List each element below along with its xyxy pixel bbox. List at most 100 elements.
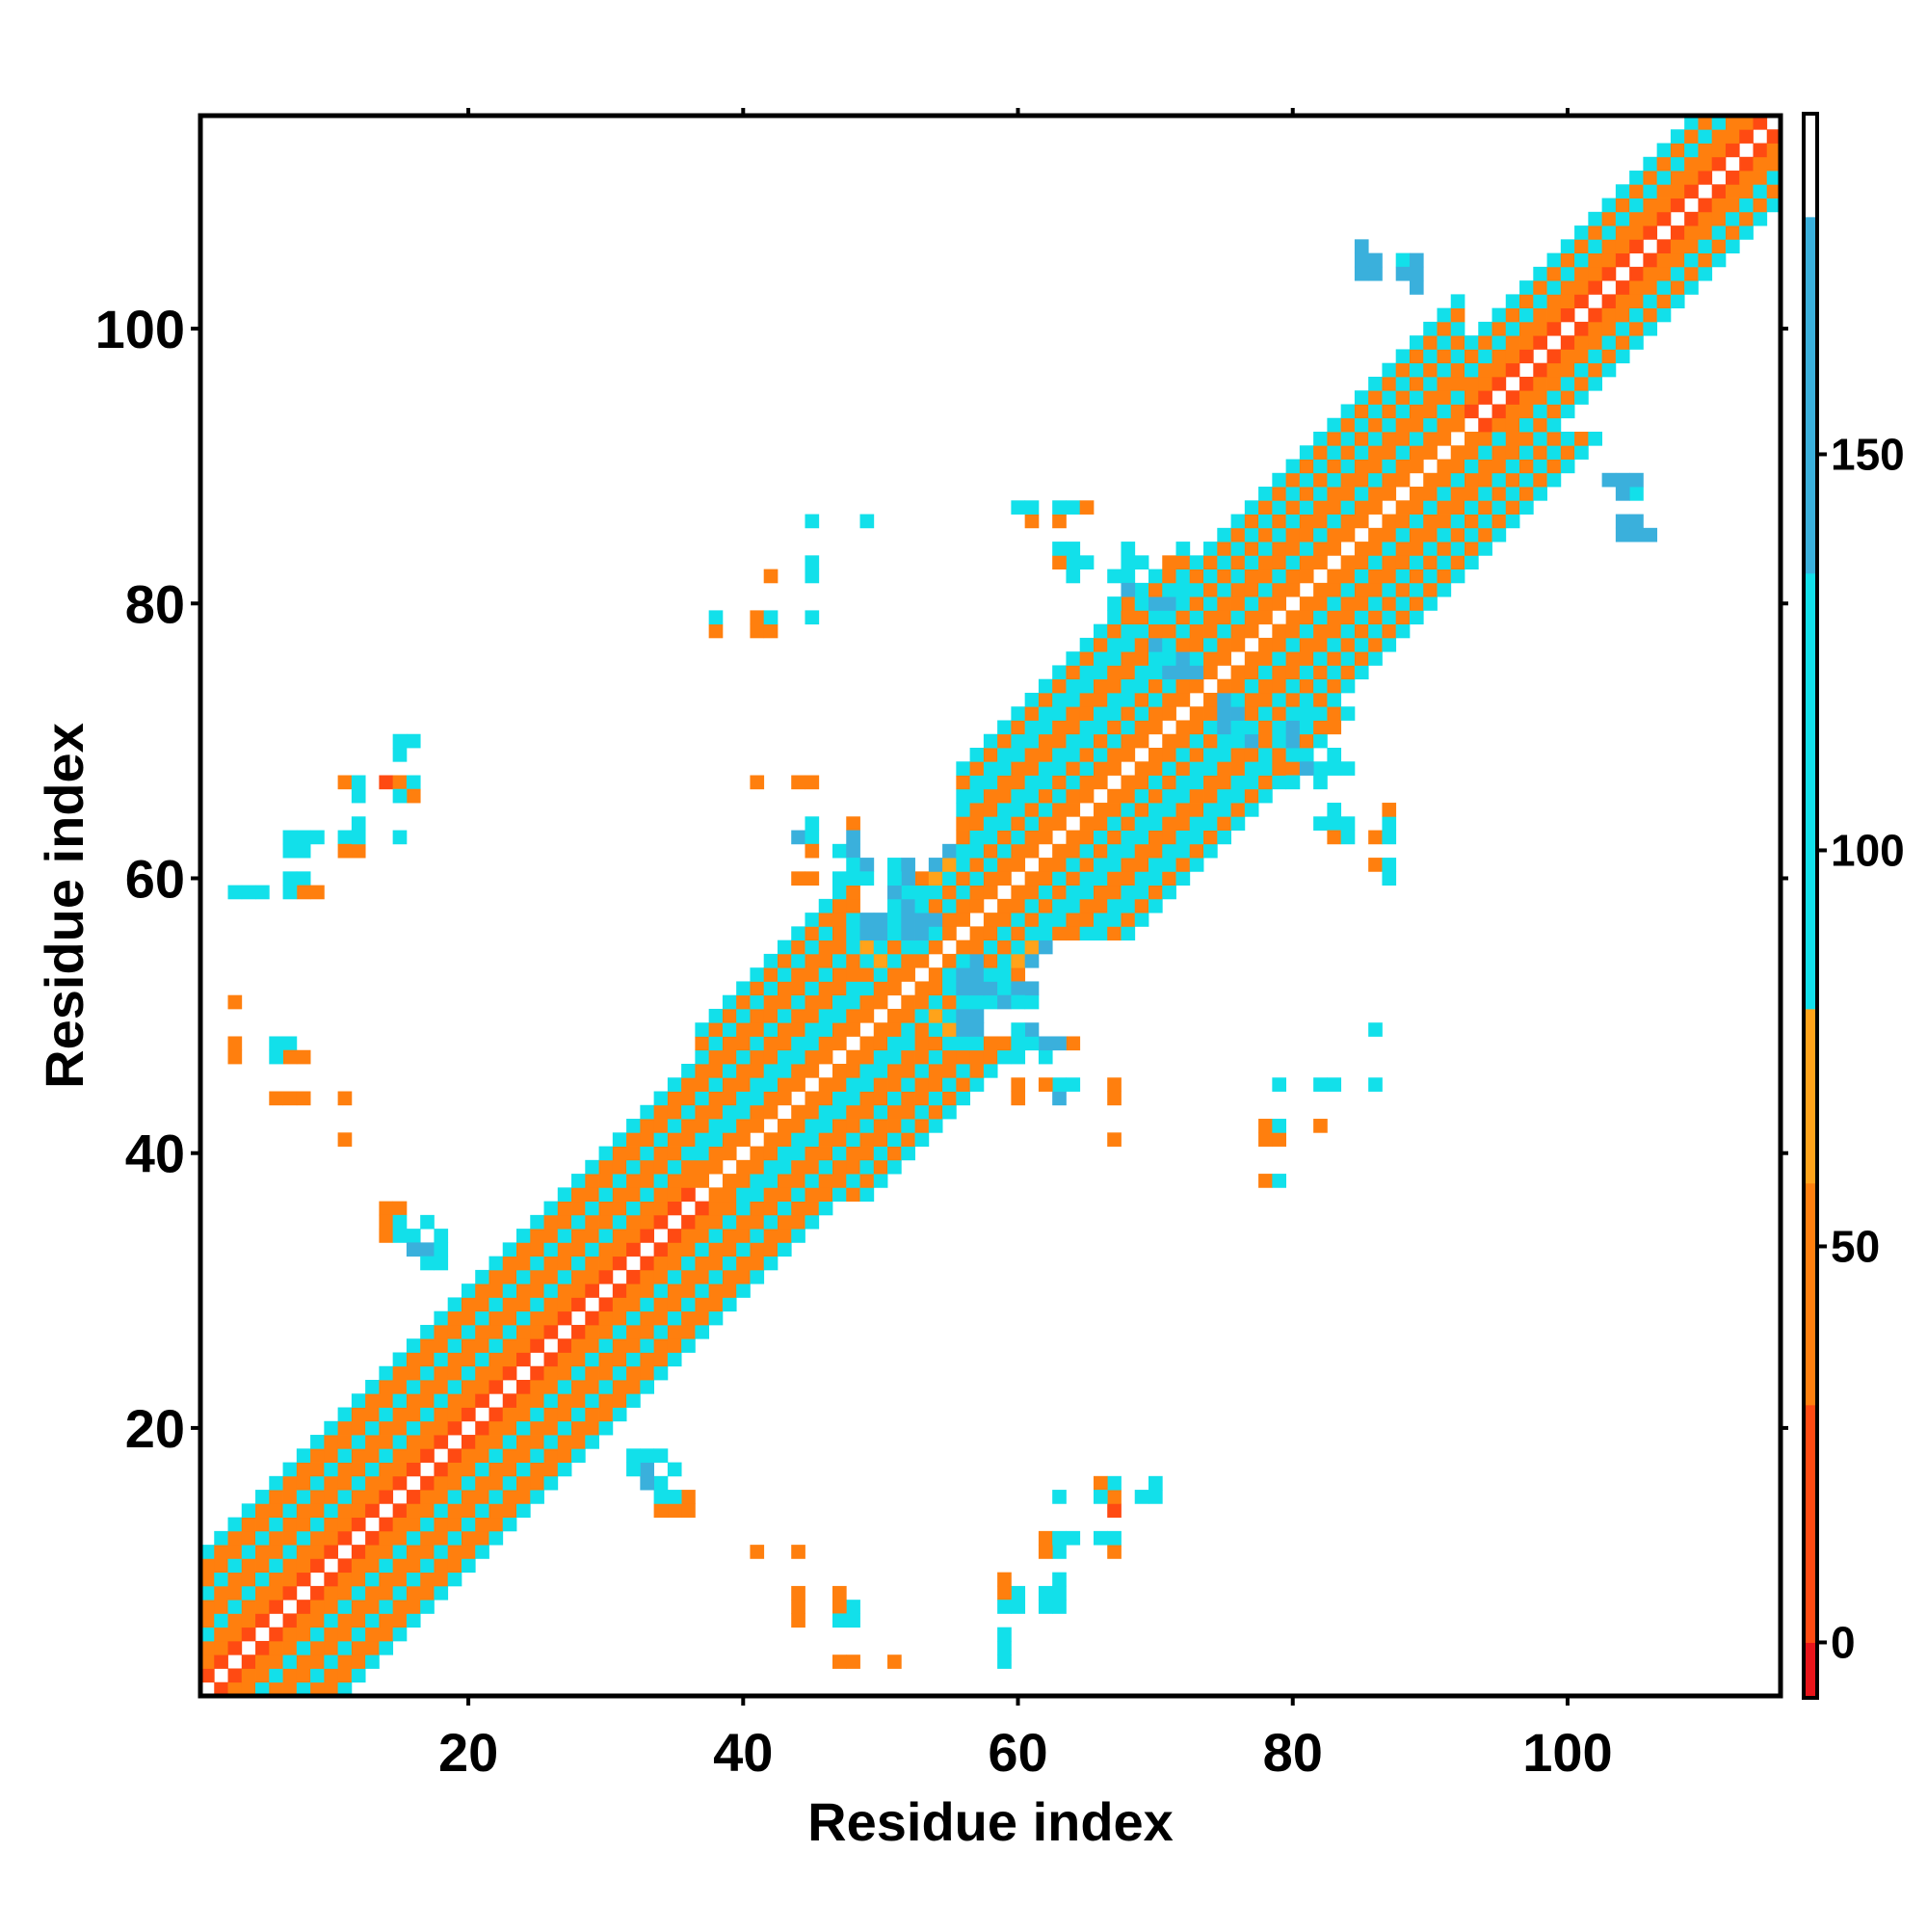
contact-cell	[873, 1159, 888, 1175]
contact-cell	[1121, 898, 1136, 913]
contact-cell	[1465, 542, 1479, 556]
contact-cell	[914, 994, 930, 1010]
contact-cell	[1478, 500, 1492, 515]
contact-cell	[296, 1627, 311, 1642]
contact-cell	[997, 1585, 1012, 1601]
contact-cell	[571, 1187, 586, 1203]
contact-cell	[488, 1269, 504, 1284]
contact-cell	[1285, 459, 1301, 474]
contact-cell	[983, 953, 998, 968]
contact-cell	[475, 1530, 489, 1546]
contact-cell	[1601, 211, 1617, 226]
contact-cell	[502, 1256, 517, 1271]
contact-cell	[612, 1338, 627, 1353]
contact-cell	[695, 1269, 710, 1284]
contact-cell	[571, 1284, 586, 1298]
contact-cell	[296, 1681, 311, 1697]
contact-cell	[1395, 555, 1411, 570]
contact-cell	[434, 1530, 449, 1546]
contact-cell	[901, 1146, 915, 1161]
contact-cell	[1423, 445, 1438, 460]
contact-cell	[805, 830, 820, 845]
contact-cell	[269, 1681, 283, 1697]
contact-cell	[653, 1324, 669, 1339]
contact-cell	[736, 1174, 751, 1188]
contact-cell	[282, 830, 298, 845]
contact-cell	[1574, 294, 1589, 309]
contact-cell	[269, 1091, 283, 1106]
contact-cell	[1615, 280, 1630, 295]
contact-cell	[1409, 445, 1424, 460]
contact-cell	[1230, 555, 1246, 570]
contact-cell	[310, 830, 325, 845]
contact-cell	[241, 1558, 256, 1574]
contact-cell	[406, 1517, 421, 1532]
contact-cell	[543, 1380, 559, 1394]
contact-cell	[914, 981, 930, 996]
contact-cell	[406, 1242, 421, 1257]
contact-cell	[324, 1545, 339, 1559]
contact-cell	[1533, 362, 1547, 378]
contact-cell	[1437, 555, 1452, 570]
contact-cell	[1024, 1036, 1040, 1051]
contact-cell	[640, 1284, 655, 1298]
contact-cell	[488, 1297, 504, 1312]
contact-cell	[846, 981, 860, 996]
contact-cell	[832, 1091, 847, 1106]
contact-cell	[406, 733, 421, 749]
contact-cell	[269, 1503, 283, 1519]
contact-cell	[1011, 885, 1026, 900]
contact-cell	[392, 1229, 408, 1243]
contact-cell	[337, 843, 353, 859]
contact-cell	[983, 858, 998, 872]
contact-cell	[1340, 487, 1356, 501]
contact-cell	[1546, 252, 1562, 268]
contact-cell	[1409, 596, 1424, 611]
contact-cell	[1739, 171, 1754, 185]
contact-cell	[832, 1064, 847, 1078]
contact-cell	[475, 1310, 489, 1326]
contact-cell	[1601, 239, 1617, 254]
contact-cell	[406, 1613, 421, 1628]
contact-cell	[488, 1284, 504, 1298]
contact-cell	[653, 1104, 669, 1120]
contact-cell	[392, 748, 408, 762]
contact-cell	[1423, 417, 1438, 433]
contact-cell	[1519, 472, 1534, 488]
contact-cell	[1148, 720, 1163, 735]
contact-cell	[1395, 404, 1411, 419]
contact-cell	[379, 1420, 394, 1436]
contact-cell	[447, 1530, 462, 1546]
contact-cell	[461, 1490, 476, 1504]
contact-cell	[1244, 500, 1259, 515]
contact-cell	[846, 1187, 860, 1203]
contact-cell	[214, 1627, 228, 1642]
contact-cell	[1107, 843, 1122, 859]
contact-cell	[1340, 569, 1356, 584]
contact-cell	[488, 1517, 504, 1532]
contact-cell	[1437, 459, 1452, 474]
contact-cell	[1684, 143, 1699, 158]
contact-cell	[571, 1269, 586, 1284]
contact-cell	[928, 981, 943, 996]
contact-cell	[1203, 830, 1218, 845]
contact-cell	[1079, 830, 1095, 845]
contact-cell	[887, 1146, 902, 1161]
contact-cell	[1340, 665, 1356, 680]
contact-cell	[379, 1613, 394, 1628]
contact-cell	[1162, 761, 1176, 776]
contact-cell	[557, 1407, 572, 1422]
contact-cell	[1340, 472, 1356, 488]
contact-cell	[763, 1022, 779, 1037]
contact-cell	[1203, 803, 1218, 817]
contact-cell	[1574, 266, 1589, 281]
contact-cell	[1011, 953, 1026, 968]
contact-cell	[722, 1036, 737, 1051]
contact-cell	[901, 898, 915, 913]
contact-cell	[1107, 913, 1122, 927]
contact-cell	[1217, 569, 1231, 584]
contact-cell	[296, 1517, 311, 1532]
contact-cell	[241, 1572, 256, 1587]
contact-cell	[846, 994, 860, 1010]
contact-cell	[530, 1393, 544, 1408]
